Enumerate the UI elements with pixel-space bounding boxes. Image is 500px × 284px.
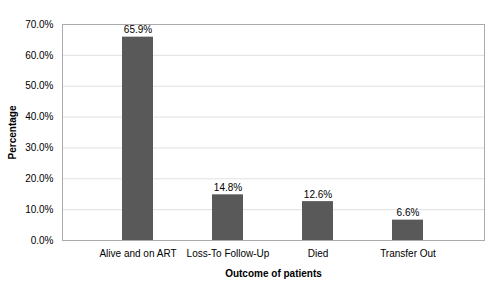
svg-text:30.0%: 30.0% (25, 142, 53, 153)
svg-text:Died: Died (308, 248, 329, 259)
svg-text:10.0%: 10.0% (25, 204, 53, 215)
svg-text:Loss-To Follow-Up: Loss-To Follow-Up (187, 248, 270, 259)
svg-text:0.0%: 0.0% (31, 235, 54, 246)
svg-text:Outcome of patients: Outcome of patients (225, 268, 322, 279)
svg-text:40.0%: 40.0% (25, 111, 53, 122)
svg-text:Percentage: Percentage (7, 105, 18, 159)
svg-text:Transfer Out: Transfer Out (380, 248, 436, 259)
svg-text:65.9%: 65.9% (124, 24, 152, 35)
svg-text:70.0%: 70.0% (25, 19, 53, 30)
svg-text:20.0%: 20.0% (25, 173, 53, 184)
svg-text:50.0%: 50.0% (25, 80, 53, 91)
svg-text:6.6%: 6.6% (397, 207, 420, 218)
svg-text:12.6%: 12.6% (304, 189, 332, 200)
svg-text:60.0%: 60.0% (25, 50, 53, 61)
svg-text:14.8%: 14.8% (214, 182, 242, 193)
svg-text:Alive and on ART: Alive and on ART (99, 248, 176, 259)
